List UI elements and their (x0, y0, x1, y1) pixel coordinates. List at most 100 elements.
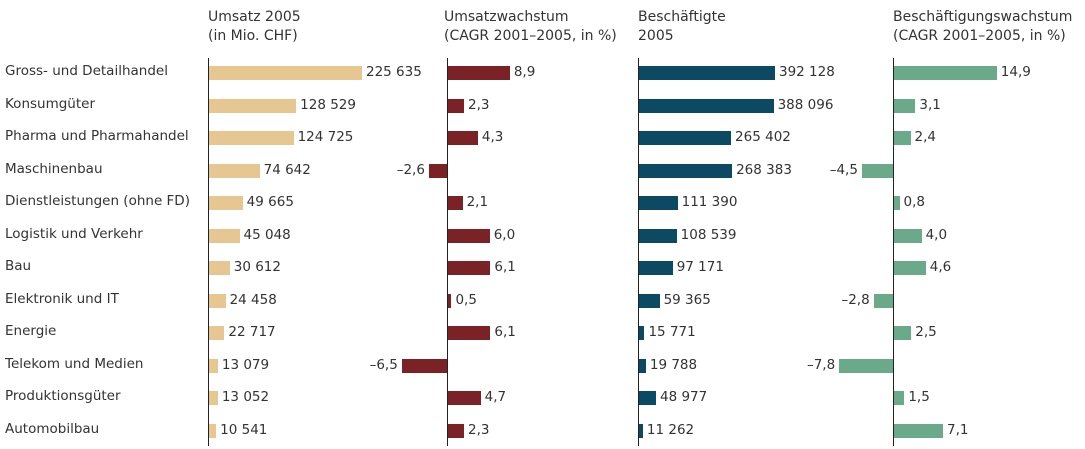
value-label: 6,1 (494, 259, 516, 275)
bar (639, 228, 677, 243)
value-label: 10 541 (220, 421, 268, 438)
value-label: 2,1 (466, 194, 489, 210)
value-label: 108 539 (680, 226, 737, 243)
bar (448, 293, 452, 308)
value-label: 128 529 (300, 96, 356, 113)
bar (448, 98, 464, 113)
value-label: 2,5 (915, 324, 937, 340)
value-label: 48 977 (659, 389, 708, 405)
value-label: 111 390 (681, 194, 738, 210)
axis-line (447, 58, 448, 446)
value-label: 4,3 (481, 129, 504, 145)
bar (639, 423, 643, 438)
bar (839, 358, 893, 373)
value-label: 74 642 (263, 161, 311, 178)
bar (894, 228, 922, 243)
value-label: –4,5 (829, 161, 858, 178)
category-label: Elektronik und IT (5, 290, 119, 307)
value-label: 97 171 (676, 259, 724, 275)
bar (894, 326, 912, 340)
bar (639, 358, 646, 373)
value-label: 0,8 (903, 194, 925, 210)
value-label: 13 052 (221, 389, 270, 405)
category-label: Dienstleistungen (ohne FD) (5, 193, 190, 209)
bar (894, 391, 905, 405)
value-label: 268 383 (736, 161, 792, 178)
bar (209, 66, 362, 80)
value-label: 45 048 (243, 226, 291, 243)
bar (894, 261, 926, 275)
bar (894, 98, 916, 113)
bar (428, 163, 447, 178)
value-label: 2,3 (467, 421, 490, 438)
value-label: 388 096 (777, 96, 834, 113)
bar (448, 131, 478, 145)
bar (448, 261, 491, 275)
bar (209, 228, 240, 243)
bar (448, 66, 510, 80)
bar (639, 163, 733, 178)
value-label: –7,8 (806, 356, 836, 373)
value-label: 124 725 (297, 129, 354, 145)
bar (209, 261, 230, 275)
bar (639, 326, 645, 340)
bar (448, 228, 490, 243)
category-label: Automobilbau (5, 420, 100, 437)
value-label: 14,9 (1000, 64, 1031, 80)
panel-title: Umsatz 2005 (in Mio. CHF) (208, 9, 301, 44)
bar (209, 163, 260, 178)
value-label: –2,8 (841, 291, 870, 308)
value-label: 6,1 (494, 324, 516, 340)
value-label: –6,5 (369, 356, 398, 373)
category-label: Produktionsgüter (5, 388, 121, 404)
value-label: 49 665 (246, 194, 294, 210)
value-label: 19 788 (649, 356, 698, 373)
value-label: 0,5 (455, 291, 477, 308)
category-label: Gross- und Detailhandel (5, 63, 168, 79)
value-label: 1,5 (908, 389, 930, 405)
bar (639, 196, 678, 210)
value-label: 4,0 (925, 226, 948, 243)
bar (209, 131, 294, 145)
bar (639, 66, 775, 80)
value-label: 30 612 (233, 259, 281, 275)
value-label: 8,9 (513, 64, 536, 80)
bar (448, 196, 463, 210)
axis-line (638, 58, 639, 446)
value-label: 7,1 (946, 421, 969, 438)
category-label: Maschinenbau (5, 160, 103, 177)
bar (448, 391, 481, 405)
panel-title: Beschäftigte 2005 (638, 9, 726, 44)
value-label: 6,0 (493, 226, 516, 243)
value-label: 24 458 (229, 291, 277, 308)
category-label: Logistik und Verkehr (5, 225, 143, 242)
bar (639, 391, 656, 405)
bar (894, 423, 943, 438)
panel-title: Umsatzwachstum (CAGR 2001–2005, in %) (444, 9, 617, 44)
category-label: Bau (5, 258, 32, 274)
bar (894, 196, 900, 210)
category-label: Pharma und Pharmahandel (5, 128, 189, 144)
category-label: Konsumgüter (5, 95, 96, 112)
bar (209, 423, 217, 438)
value-label: 2,4 (914, 129, 937, 145)
value-label: 13 079 (221, 356, 270, 373)
value-label: –2,6 (396, 161, 425, 178)
axis-line (893, 58, 894, 446)
value-label: 2,3 (467, 96, 490, 113)
bar (873, 293, 893, 308)
bar (639, 293, 660, 308)
value-label: 4,6 (929, 259, 952, 275)
category-label: Telekom und Medien (5, 355, 144, 372)
bar (448, 423, 464, 438)
panel-title: Beschäftigungswachstum (CAGR 2001–2005, … (893, 9, 1073, 44)
category-label: Energie (5, 323, 57, 339)
value-label: 225 635 (366, 64, 422, 80)
bar (209, 98, 297, 113)
bar (209, 293, 226, 308)
bar (861, 163, 893, 178)
value-label: 3,1 (919, 96, 941, 113)
bar (209, 391, 218, 405)
bar (894, 66, 997, 80)
